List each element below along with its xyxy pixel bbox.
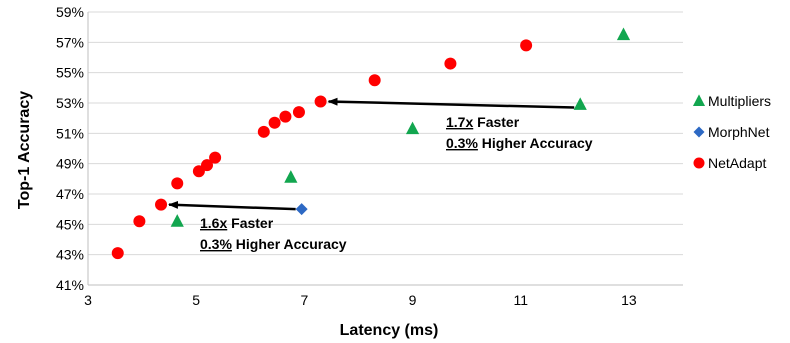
- y-tick-labels: 41% 43% 45% 47% 49% 51% 53% 55% 57% 59%: [56, 4, 84, 293]
- y-tick-label: 41%: [56, 277, 84, 293]
- y-tick-label: 57%: [56, 34, 84, 50]
- annotation-text: Faster: [227, 215, 273, 231]
- netadapt-point: [257, 125, 270, 138]
- legend-label-morphnet: MorphNet: [708, 124, 770, 140]
- netadapt-point: [368, 74, 381, 87]
- y-tick-label: 47%: [56, 186, 84, 202]
- netadapt-point: [268, 116, 281, 129]
- annotation-value: 0.3%: [446, 135, 478, 151]
- legend-marker-morphnet: [693, 126, 705, 138]
- annotation-text: Faster: [473, 114, 519, 130]
- x-tick-label: 9: [409, 292, 417, 308]
- multipliers-point: [616, 27, 631, 41]
- x-tick-label: 13: [621, 292, 637, 308]
- annotation-arrow: [168, 200, 296, 211]
- legend-marker-multipliers: [692, 94, 706, 106]
- legend: Multipliers MorphNet NetAdapt: [692, 93, 771, 171]
- annotation-line-2: 0.3% Higher Accuracy: [200, 236, 347, 252]
- netadapt-point: [314, 95, 327, 108]
- y-tick-label: 45%: [56, 216, 84, 232]
- netadapt-point: [171, 177, 184, 190]
- y-axis-title: Top-1 Accuracy: [16, 91, 33, 209]
- x-tick-label: 11: [513, 292, 528, 308]
- netadapt-point: [279, 110, 292, 123]
- netadapt-point: [520, 39, 533, 52]
- y-tick-label: 53%: [56, 95, 84, 111]
- netadapt-point: [133, 215, 146, 228]
- netadapt-point: [111, 247, 124, 260]
- multipliers-point: [405, 121, 420, 135]
- morphnet-point: [295, 203, 308, 216]
- data-points: [111, 27, 631, 260]
- x-axis-title: Latency (ms): [340, 322, 439, 339]
- legend-label-multipliers: Multipliers: [708, 93, 771, 109]
- y-tick-label: 55%: [56, 65, 84, 81]
- multipliers-point: [573, 97, 587, 110]
- x-tick-label: 5: [192, 292, 200, 308]
- annotations: 1.6x Faster 0.3% Higher Accuracy 1.7x Fast…: [200, 114, 593, 252]
- netadapt-point: [201, 159, 213, 172]
- annotation-text: Higher Accuracy: [232, 236, 347, 252]
- y-tick-label: 59%: [56, 4, 84, 20]
- netadapt-point: [444, 57, 457, 70]
- multipliers-point: [170, 214, 184, 227]
- legend-marker-netadapt: [693, 157, 705, 169]
- netadapt-point: [292, 106, 305, 119]
- annotation-arrow: [327, 97, 575, 109]
- annotation-line-1: 1.7x Faster: [446, 114, 520, 130]
- annotation-value: 0.3%: [200, 236, 232, 252]
- netadapt-point: [155, 198, 168, 211]
- x-tick-labels: 3 5 7 9 11 13: [84, 292, 637, 308]
- x-tick-label: 3: [84, 292, 92, 308]
- x-tick-label: 7: [300, 292, 308, 308]
- netadapt-point: [209, 151, 222, 164]
- plot-frame: [87, 12, 683, 286]
- y-tick-label: 49%: [56, 156, 84, 172]
- y-tick-label: 51%: [56, 125, 84, 141]
- annotation-line-1: 1.6x Faster: [200, 215, 274, 231]
- multipliers-point: [284, 170, 298, 183]
- legend-label-netadapt: NetAdapt: [708, 155, 766, 171]
- annotation-value: 1.7x: [446, 114, 473, 130]
- annotation-text: Higher Accuracy: [478, 135, 593, 151]
- y-tick-label: 43%: [56, 247, 84, 263]
- annotation-line-2: 0.3% Higher Accuracy: [446, 135, 593, 151]
- annotation-value: 1.6x: [200, 215, 227, 231]
- annotation-arrows: [168, 97, 575, 211]
